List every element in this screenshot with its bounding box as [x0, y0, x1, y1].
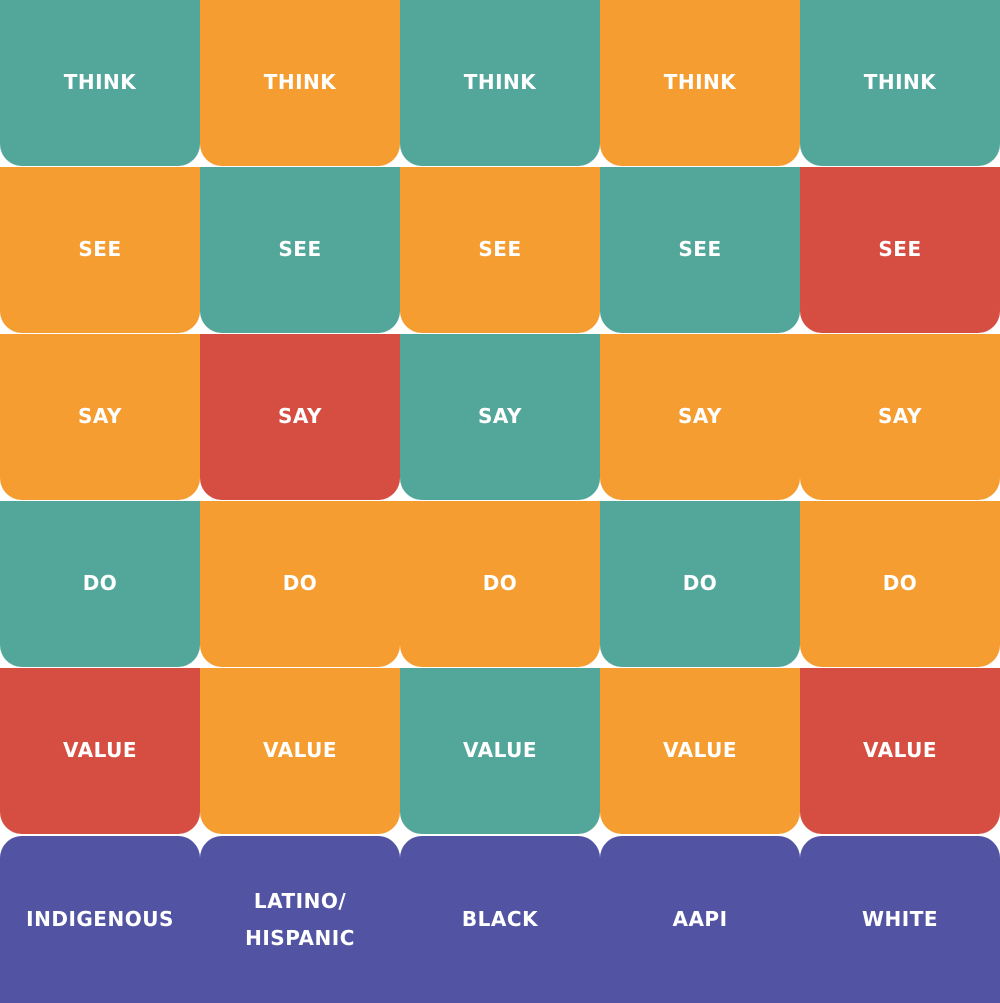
cell-black-3: BLACK — [400, 836, 600, 1003]
cell-think-2: THINK — [200, 0, 400, 166]
cell-label: SEE — [278, 237, 322, 262]
cell-think-1: THINK — [0, 0, 200, 166]
cell-label: INDIGENOUS — [26, 907, 174, 931]
cell-see-3: SEE — [400, 167, 600, 333]
cell-label: BLACK — [461, 907, 539, 931]
cell-label: LATINO/ HISPANIC — [245, 888, 355, 950]
cell-label: THINK — [263, 70, 337, 95]
cell-think-5: THINK — [800, 0, 1000, 166]
cell-label: AAPI — [672, 907, 728, 931]
cell-label: SAY — [78, 404, 122, 429]
cell-do-2: DO — [200, 501, 400, 667]
cell-label: SEE — [78, 237, 122, 262]
cell-indigenous-1: INDIGENOUS — [0, 836, 200, 1003]
cell-aapi-4: AAPI — [600, 836, 800, 1003]
cell-say-3: SAY — [400, 334, 600, 500]
cell-do-3: DO — [400, 501, 600, 667]
cell-label: SEE — [478, 237, 522, 262]
cell-latino-hispanic-2: LATINO/ HISPANIC — [200, 836, 400, 1003]
cell-label: VALUE — [262, 738, 338, 763]
cell-think-3: THINK — [400, 0, 600, 166]
cell-see-1: SEE — [0, 167, 200, 333]
cell-label: SAY — [878, 404, 922, 429]
cell-label: DO — [282, 571, 318, 596]
cell-label: VALUE — [62, 738, 138, 763]
cell-see-5: SEE — [800, 167, 1000, 333]
cell-label: DO — [482, 571, 518, 596]
cell-value-1: VALUE — [0, 668, 200, 834]
cell-value-5: VALUE — [800, 668, 1000, 834]
cell-label: THINK — [863, 70, 937, 95]
cell-say-2: SAY — [200, 334, 400, 500]
cell-see-2: SEE — [200, 167, 400, 333]
cell-label: VALUE — [862, 738, 938, 763]
cell-say-4: SAY — [600, 334, 800, 500]
cell-label: THINK — [663, 70, 737, 95]
cell-see-4: SEE — [600, 167, 800, 333]
cell-label: VALUE — [462, 738, 538, 763]
cell-label: VALUE — [662, 738, 738, 763]
cell-do-5: DO — [800, 501, 1000, 667]
cell-value-3: VALUE — [400, 668, 600, 834]
cell-do-4: DO — [600, 501, 800, 667]
cell-label: SEE — [678, 237, 722, 262]
cell-say-1: SAY — [0, 334, 200, 500]
cell-label: THINK — [463, 70, 537, 95]
cell-white-5: WHITE — [800, 836, 1000, 1003]
cell-say-5: SAY — [800, 334, 1000, 500]
cell-label: THINK — [63, 70, 137, 95]
cell-label: SAY — [478, 404, 522, 429]
cell-label: DO — [882, 571, 918, 596]
cell-label: DO — [82, 571, 118, 596]
cell-think-4: THINK — [600, 0, 800, 166]
cell-label: SEE — [878, 237, 922, 262]
cell-label: WHITE — [861, 907, 939, 931]
cell-do-1: DO — [0, 501, 200, 667]
cell-label: DO — [682, 571, 718, 596]
cell-label: SAY — [678, 404, 722, 429]
cell-label: SAY — [278, 404, 322, 429]
cell-value-4: VALUE — [600, 668, 800, 834]
cell-value-2: VALUE — [200, 668, 400, 834]
